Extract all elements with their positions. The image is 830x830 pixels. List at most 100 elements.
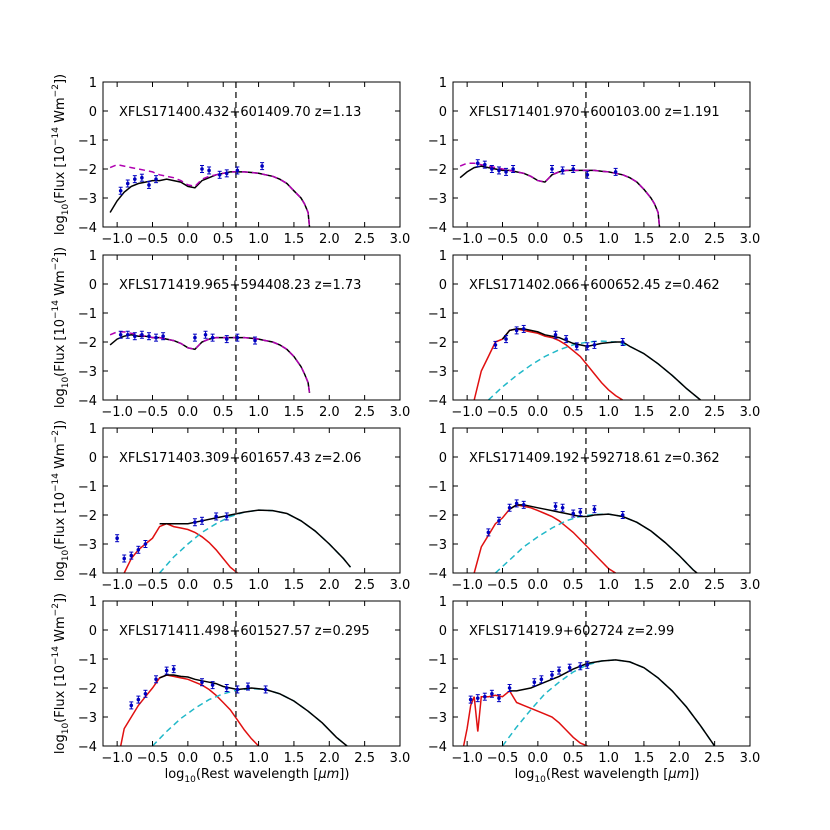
y-tick-label: −1 (428, 134, 447, 149)
plot-area (462, 601, 716, 746)
data-point (564, 335, 569, 344)
y-tick-label: 1 (439, 595, 447, 610)
data-point (203, 330, 208, 339)
panel-3: −1.0 −0.5 0.0 0.5 1.0 1.5 2.0 2.5 3.0 −4 −3 −2 −1 0 1 l… (51, 247, 410, 420)
data-point (511, 165, 516, 173)
x-tick-label: 1.5 (284, 751, 305, 766)
y-tick-label: −1 (78, 134, 97, 149)
y-tick-label: 1 (89, 76, 97, 91)
y-tick-label: 0 (89, 278, 97, 293)
data-point (504, 167, 509, 176)
y-tick-label: −4 (428, 394, 447, 409)
data-point (253, 336, 258, 345)
series-line-stellar (462, 689, 588, 746)
x-tick-label: 3.0 (390, 751, 411, 766)
y-tick-label: −1 (428, 653, 447, 668)
x-tick-label: 2.0 (669, 578, 690, 593)
x-tick-label: 2.5 (704, 405, 725, 420)
y-tick-label: 0 (439, 278, 447, 293)
x-tick-label: 2.5 (354, 232, 375, 247)
series-line-stellar (119, 674, 260, 746)
data-point (585, 170, 590, 179)
y-tick-label: −2 (78, 509, 97, 524)
data-point (475, 159, 480, 168)
series-line-stellar (473, 328, 624, 400)
data-point (146, 180, 151, 189)
series-line-total (459, 165, 661, 227)
x-tick-label: 3.0 (740, 578, 761, 593)
y-tick-label: −1 (78, 480, 97, 495)
series-line-total (109, 171, 311, 227)
x-tick-label: 0.5 (213, 751, 234, 766)
x-tick-label: −0.5 (487, 751, 519, 766)
axes-frame (452, 81, 751, 228)
data-point (493, 340, 498, 349)
y-tick-label: 1 (439, 422, 447, 437)
y-tick-label: 0 (89, 624, 97, 639)
data-point (115, 534, 120, 543)
data-point (171, 665, 176, 674)
y-tick-label: −2 (428, 509, 447, 524)
y-axis-label: log10(Flux [10−14 Wm−2]) (51, 593, 71, 754)
data-point (125, 330, 130, 339)
x-tick-label: 0.0 (528, 751, 549, 766)
source-annotation: XFLS171419.965+594408.23 z=1.73 (119, 278, 361, 293)
plot-area (109, 255, 311, 400)
y-tick-label: −1 (78, 307, 97, 322)
x-tick-label: 2.5 (704, 232, 725, 247)
x-tick-label: −1.0 (451, 405, 483, 420)
data-point (496, 166, 501, 175)
axes-frame (452, 600, 751, 747)
data-point (224, 335, 229, 344)
data-point (118, 186, 123, 195)
data-point (539, 675, 544, 684)
x-tick-label: 0.0 (178, 578, 199, 593)
data-point (224, 512, 229, 521)
x-tick-label: 0.5 (563, 232, 584, 247)
data-point (521, 324, 526, 333)
series-line-dust (159, 509, 352, 573)
data-point (224, 684, 229, 692)
data-point (514, 499, 519, 508)
axes-frame (452, 254, 751, 401)
data-point (592, 505, 597, 514)
data-point (504, 335, 509, 344)
y-tick-label: −3 (78, 365, 97, 380)
x-tick-label: 2.0 (319, 232, 340, 247)
data-point (154, 175, 159, 184)
x-tick-label: 2.0 (319, 405, 340, 420)
data-point (482, 692, 487, 701)
y-tick-label: 0 (89, 105, 97, 120)
data-point (210, 333, 215, 342)
series-line-total (501, 328, 701, 400)
data-point (560, 503, 565, 512)
data-point (489, 689, 494, 698)
y-tick-label: 0 (89, 451, 97, 466)
data-point (585, 660, 590, 669)
x-tick-label: −1.0 (451, 751, 483, 766)
x-tick-label: 3.0 (740, 232, 761, 247)
data-point (235, 166, 240, 175)
data-point (489, 165, 494, 173)
data-point (129, 701, 134, 710)
x-tick-label: −0.5 (487, 232, 519, 247)
data-point (129, 551, 134, 560)
x-tick-label: 1.5 (634, 405, 655, 420)
data-point (592, 340, 597, 349)
y-tick-label: −4 (428, 567, 447, 582)
data-point (210, 681, 215, 690)
x-tick-label: −1.0 (101, 751, 133, 766)
data-point (553, 330, 558, 339)
x-tick-label: −1.0 (101, 405, 133, 420)
x-tick-label: 1.5 (284, 405, 305, 420)
x-tick-label: 1.0 (248, 578, 269, 593)
y-tick-label: −3 (428, 192, 447, 207)
data-point (200, 678, 204, 687)
source-annotation: XFLS171411.498+601527.57 z=0.295 (119, 624, 370, 639)
data-point (560, 166, 565, 175)
data-point (468, 695, 473, 704)
source-annotation: XFLS171403.309+601657.43 z=2.06 (119, 451, 361, 466)
data-point (585, 342, 590, 351)
x-tick-label: −1.0 (101, 578, 133, 593)
y-tick-label: 1 (89, 249, 97, 264)
